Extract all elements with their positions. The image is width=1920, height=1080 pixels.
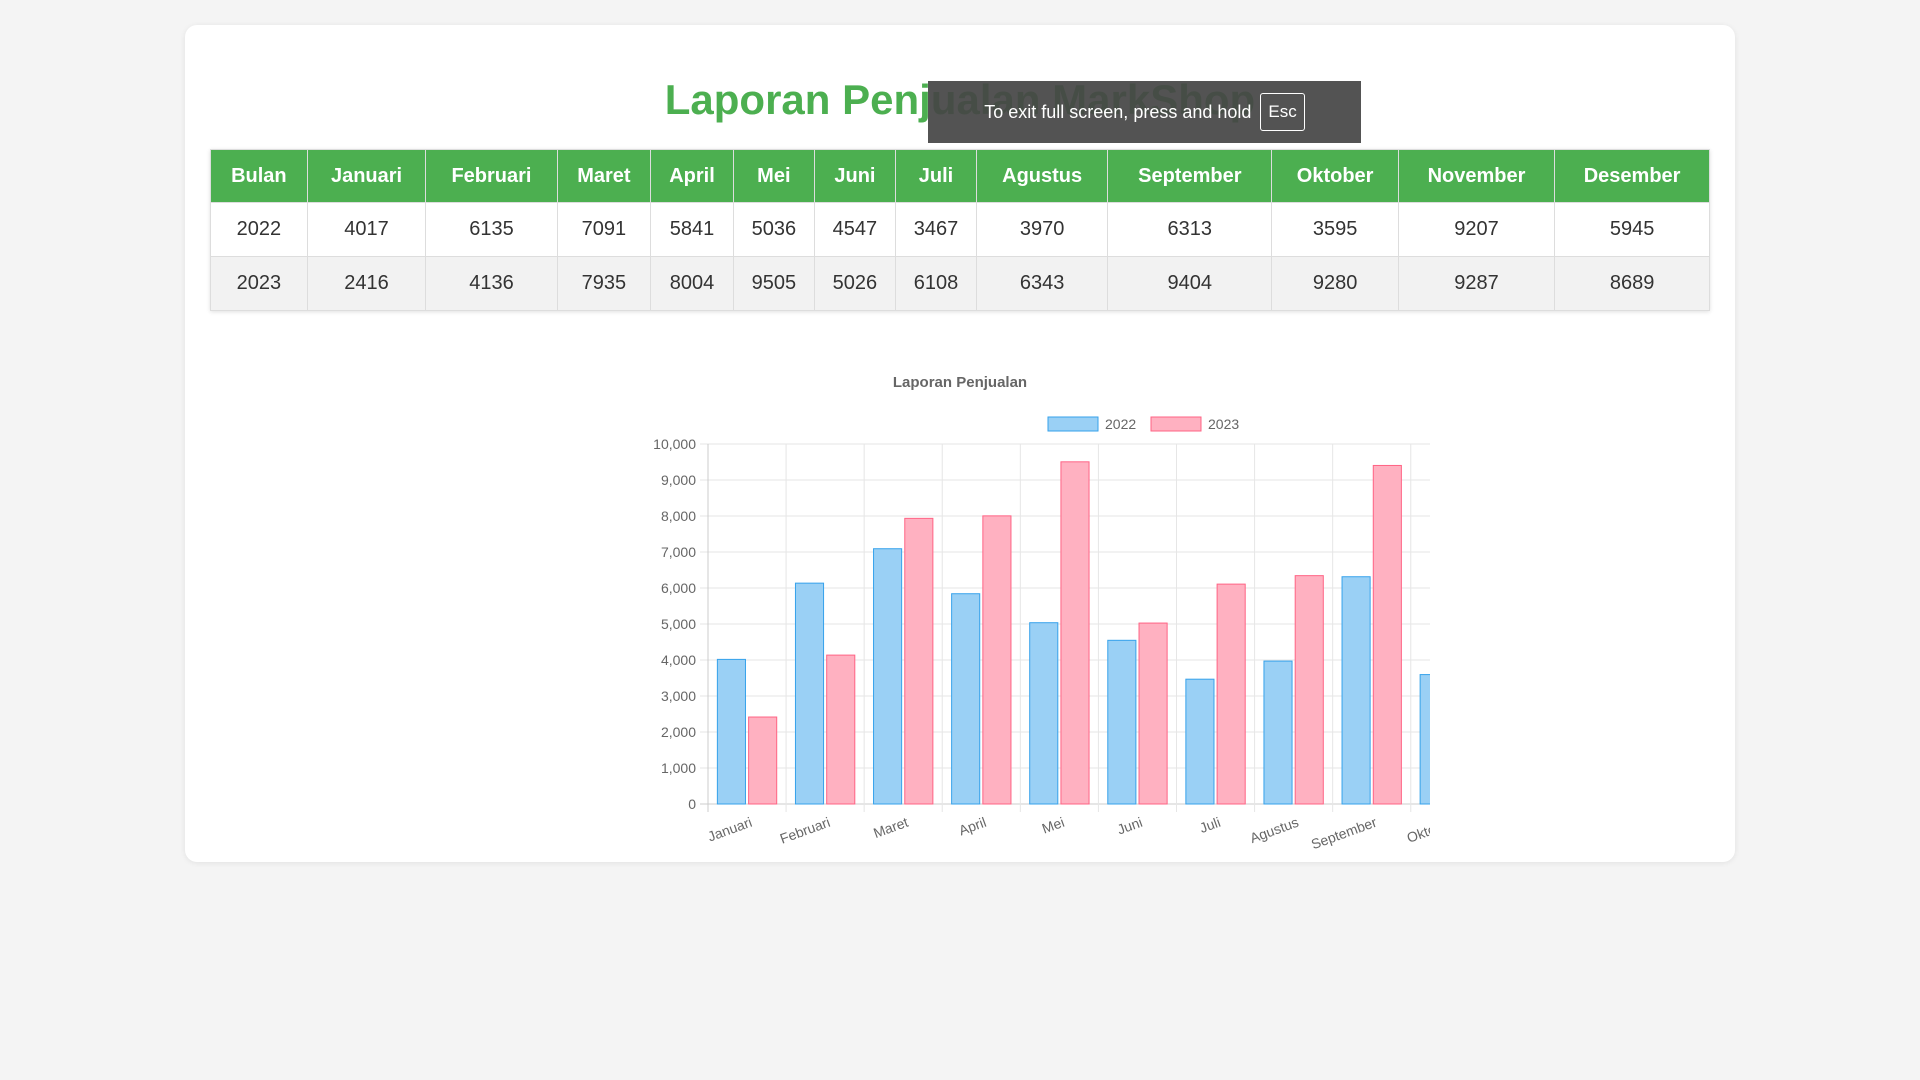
header-cell: September (1107, 149, 1273, 203)
header-cell: Bulan (210, 149, 308, 203)
y-tick-label: 4,000 (661, 652, 696, 668)
table-cell: 2023 (210, 256, 308, 311)
bar-2023-Mei[interactable] (1060, 461, 1090, 805)
bar-2022-Februari[interactable] (794, 582, 825, 805)
table-cell: 4017 (306, 202, 427, 257)
esc-key-hint: Esc (1260, 93, 1305, 131)
y-tick-label: 1,000 (661, 760, 696, 776)
table-cell: 7091 (556, 202, 652, 257)
table-cell: 9207 (1397, 202, 1556, 257)
x-tick-label: Juni (1115, 814, 1145, 838)
table-cell: 8004 (650, 256, 734, 311)
bar-2022-Juli[interactable] (1185, 678, 1215, 805)
chart-legend: 2022 2023 (1047, 416, 1239, 432)
y-tick-label: 3,000 (661, 688, 696, 704)
header-cell: Juli (894, 149, 978, 203)
bar-2022-Juni[interactable] (1107, 639, 1137, 805)
table-cell: 9404 (1107, 256, 1273, 311)
sales-chart: Laporan Penjualan 2022 2023 0 1,000 2,000 3,… (430, 355, 1430, 855)
table-cell: 8689 (1554, 256, 1710, 311)
table-cell: 3970 (976, 202, 1109, 257)
table-row: 2022 4017 6135 7091 5841 5036 4547 3467 … (210, 202, 1710, 257)
bar-chart-svg: Laporan Penjualan 2022 2023 0 1,000 2,000 3,… (653, 374, 1430, 853)
y-axis: 0 1,000 2,000 3,000 4,000 5,000 6,000 7,000 8,00… (653, 436, 696, 812)
table-cell: 5026 (813, 256, 896, 311)
y-tick-label: 0 (688, 796, 696, 812)
x-tick-label: Maret (871, 814, 910, 841)
chart-grid (700, 443, 1430, 812)
header-cell: Februari (425, 149, 558, 203)
x-axis: Januari Februari Maret April Mei Juni Juli Agus… (705, 814, 1430, 853)
x-tick-label: Oktober (1405, 814, 1430, 846)
table-cell: 3595 (1271, 202, 1399, 257)
y-tick-label: 5,000 (661, 616, 696, 632)
x-tick-label: Januari (705, 814, 754, 845)
table-row: 2023 2416 4136 7935 8004 9505 5026 6108 … (210, 256, 1710, 311)
table-cell: 6313 (1107, 202, 1273, 257)
table-cell: 9280 (1271, 256, 1399, 311)
x-tick-label: Juli (1197, 814, 1222, 836)
legend-label-2022[interactable]: 2022 (1105, 416, 1136, 432)
x-tick-label: September (1309, 814, 1379, 853)
header-cell: Mei (732, 149, 815, 203)
header-cell: November (1397, 149, 1556, 203)
bar-2023-Januari[interactable] (748, 716, 778, 805)
bar-2022-September[interactable] (1341, 576, 1371, 805)
y-tick-label: 8,000 (661, 508, 696, 524)
header-cell: Desember (1554, 149, 1710, 203)
header-cell: Oktober (1271, 149, 1399, 203)
fullscreen-notice-text: To exit full screen, press and hold (984, 101, 1252, 122)
chart-title: Laporan Penjualan (893, 374, 1027, 391)
y-tick-label: 6,000 (661, 580, 696, 596)
table-cell: 4136 (425, 256, 558, 311)
x-tick-label: Agustus (1248, 814, 1301, 846)
report-card: Laporan Penjualan MarkShop Bulan Januari… (185, 25, 1735, 862)
table-cell: 5945 (1554, 202, 1710, 257)
table-cell: 2416 (306, 256, 427, 311)
table-header-row: Bulan Januari Februari Maret April Mei J… (210, 149, 1710, 203)
header-cell: Agustus (976, 149, 1109, 203)
table-cell: 3467 (894, 202, 978, 257)
y-tick-label: 10,000 (653, 436, 696, 452)
chart-bars (716, 461, 1430, 805)
x-tick-label: April (957, 814, 989, 839)
table-cell: 9287 (1397, 256, 1556, 311)
legend-swatch-2023[interactable] (1150, 416, 1202, 432)
header-cell: Maret (556, 149, 652, 203)
legend-swatch-2022[interactable] (1047, 416, 1099, 432)
bar-2023-Juni[interactable] (1138, 622, 1168, 805)
y-tick-label: 2,000 (661, 724, 696, 740)
bar-2023-April[interactable] (982, 515, 1012, 805)
bar-2022-Maret[interactable] (873, 548, 903, 805)
bar-2022-Januari[interactable] (716, 658, 746, 805)
bar-2022-Agustus[interactable] (1263, 660, 1293, 805)
bar-2023-Juli[interactable] (1216, 583, 1246, 805)
table-cell: 2022 (210, 202, 308, 257)
y-tick-label: 7,000 (661, 544, 696, 560)
bar-2022-Oktober[interactable] (1419, 674, 1430, 805)
bar-2023-Agustus[interactable] (1294, 575, 1324, 805)
table-cell: 7935 (556, 256, 652, 311)
sales-table: Bulan Januari Februari Maret April Mei J… (210, 149, 1710, 311)
bar-2023-September[interactable] (1372, 464, 1402, 805)
table-cell: 6343 (976, 256, 1109, 311)
x-tick-label: Februari (778, 814, 832, 847)
header-cell: Januari (306, 149, 427, 203)
table-cell: 4547 (813, 202, 896, 257)
table-cell: 9505 (732, 256, 815, 311)
bar-2023-Maret[interactable] (904, 517, 934, 805)
fullscreen-notice: To exit full screen, press and hold Esc (928, 81, 1361, 143)
bar-2022-April[interactable] (951, 593, 981, 805)
bar-2022-Mei[interactable] (1029, 622, 1059, 805)
bar-2023-Februari[interactable] (826, 654, 856, 805)
table-cell: 5036 (732, 202, 815, 257)
header-cell: April (650, 149, 734, 203)
y-tick-label: 9,000 (661, 472, 696, 488)
table-cell: 6108 (894, 256, 978, 311)
header-cell: Juni (813, 149, 896, 203)
table-cell: 6135 (425, 202, 558, 257)
table-cell: 5841 (650, 202, 734, 257)
legend-label-2023[interactable]: 2023 (1208, 416, 1239, 432)
x-tick-label: Mei (1040, 814, 1067, 837)
